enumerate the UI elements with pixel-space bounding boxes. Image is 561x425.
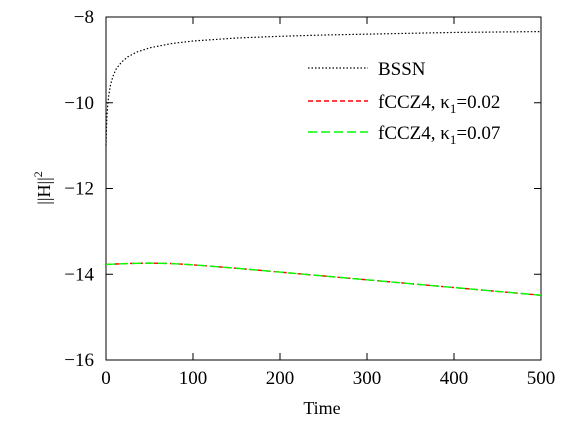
y-axis-label-superscript: 2: [31, 171, 45, 177]
y-tick-label: −16: [64, 350, 94, 371]
y-axis-label-group: ||H||2: [31, 171, 54, 204]
x-tick-label: 0: [101, 368, 111, 389]
legend-label-2: fCCZ4, κ1=0.02: [378, 92, 500, 116]
ticks: 0 100 200 300 400 500 −16 −14 −12 −10 −8: [64, 7, 555, 389]
y-tick-label: −12: [64, 179, 94, 200]
legend-label-3: fCCZ4, κ1=0.07: [378, 123, 500, 147]
series-line-2: [105, 262, 542, 296]
x-tick-label: 200: [266, 368, 295, 389]
x-tick-label: 100: [179, 368, 208, 389]
y-tick-label: −14: [64, 264, 94, 285]
x-tick-label: 400: [440, 368, 469, 389]
y-tick-label: −10: [64, 93, 94, 114]
x-tick-label: 500: [527, 368, 556, 389]
series-lines: [105, 30, 542, 296]
x-tick-label: 300: [353, 368, 382, 389]
series-line-3: [105, 262, 542, 296]
y-axis-label-main: ||H||: [34, 177, 54, 204]
x-axis-label: Time: [303, 398, 340, 418]
y-tick-label: −8: [74, 7, 94, 28]
legend: BSSN fCCZ4, κ1=0.02 fCCZ4, κ1=0.07: [308, 59, 500, 147]
series-line-1: [105, 30, 542, 146]
legend-label-1: BSSN: [378, 59, 426, 80]
y-axis-label: ||H||2: [31, 171, 54, 204]
